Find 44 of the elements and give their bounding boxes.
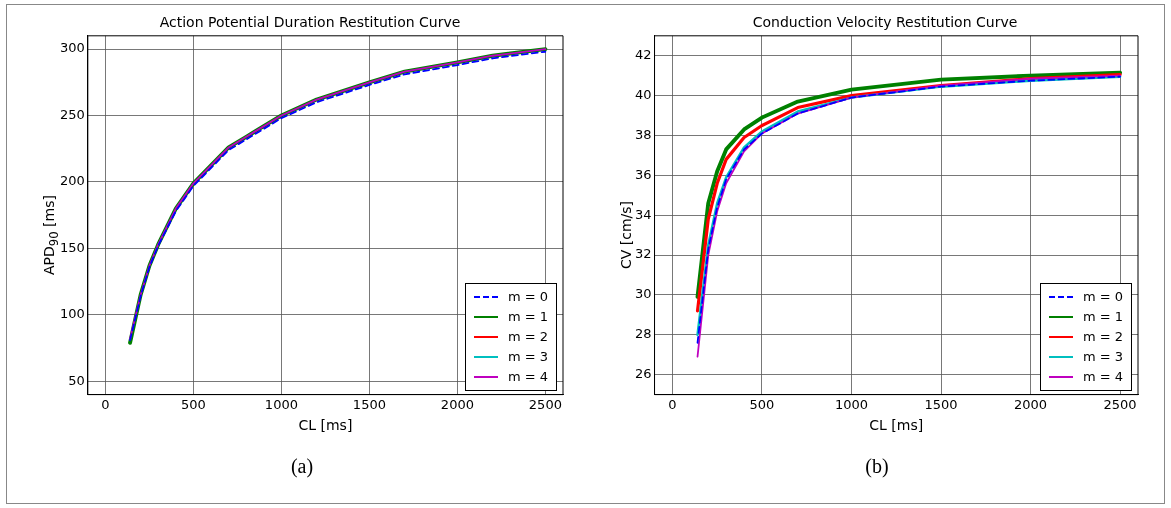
x-axis-title: CL [ms] — [869, 417, 924, 434]
y-tick-label: 40 — [635, 86, 652, 102]
x-tick-label: 500 — [749, 396, 775, 412]
legend-label: m = 1 — [508, 309, 549, 325]
x-tick-label: 2000 — [440, 396, 474, 412]
y-tick-label: 50 — [68, 372, 85, 388]
x-tick-label: 0 — [101, 396, 110, 412]
x-tick-label: 1000 — [834, 396, 869, 412]
x-tick-label: 500 — [181, 396, 206, 412]
y-tick-label: 42 — [635, 47, 652, 63]
y-tick-label: 28 — [635, 326, 652, 342]
chart-title: Conduction Velocity Restitution Curve — [752, 14, 1018, 31]
y-tick-label: 150 — [59, 239, 85, 255]
y-tick-label: 26 — [635, 366, 652, 382]
legend-label: m = 3 — [1083, 349, 1124, 365]
legend-label: m = 0 — [1083, 289, 1124, 305]
y-axis-title: CV [cm/s] — [618, 200, 634, 270]
x-tick-label: 0 — [668, 396, 677, 412]
y-tick-label: 200 — [59, 173, 85, 189]
chart-title: Action Potential Duration Restitution Curve — [159, 14, 461, 31]
x-axis-title: CL [ms] — [298, 417, 353, 434]
x-tick-label: 2000 — [1014, 396, 1048, 412]
x-tick-label: 1500 — [924, 396, 958, 412]
x-tick-label: 1500 — [352, 396, 386, 412]
y-tick-label: 250 — [59, 106, 85, 122]
legend-label: m = 4 — [508, 369, 549, 385]
legend-label: m = 2 — [508, 329, 549, 345]
legend-label: m = 2 — [1083, 329, 1124, 345]
y-tick-label: 300 — [59, 40, 85, 56]
y-tick-label: 34 — [635, 206, 652, 222]
x-tick-label: 2500 — [528, 396, 562, 412]
y-tick-label: 38 — [635, 126, 652, 142]
legend-label: m = 0 — [508, 289, 549, 305]
y-tick-label: 36 — [635, 166, 652, 182]
text: (b) — [864, 455, 890, 478]
y-tick-label: 100 — [59, 306, 85, 322]
legend-label: m = 4 — [1083, 369, 1124, 385]
x-tick-label: 1000 — [264, 396, 298, 412]
y-tick-label: 32 — [635, 246, 652, 262]
legend-label: m = 1 — [1083, 309, 1124, 325]
legend-label: m = 3 — [508, 349, 549, 365]
text: (a) — [289, 455, 315, 478]
y-tick-label: 30 — [635, 286, 652, 302]
x-tick-label: 2500 — [1103, 396, 1137, 412]
